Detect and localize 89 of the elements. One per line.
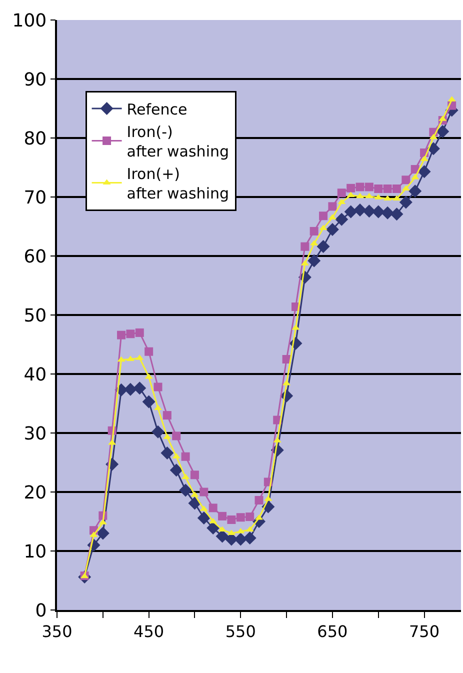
- point: [227, 515, 236, 524]
- point: [117, 356, 126, 362]
- point: [246, 526, 254, 532]
- legend-label: Iron(+) after washing: [126, 164, 230, 202]
- point: [362, 204, 376, 218]
- point: [126, 330, 135, 338]
- y-tick-label: 70: [24, 187, 47, 208]
- point: [133, 382, 146, 395]
- point: [365, 192, 374, 198]
- x-tick-label: 650: [317, 622, 348, 641]
- point: [152, 425, 164, 438]
- point: [218, 512, 227, 520]
- point: [181, 452, 190, 461]
- y-tick-label: 30: [24, 423, 47, 444]
- point: [124, 382, 137, 396]
- point: [319, 212, 328, 220]
- y-tick-label: 80: [24, 128, 47, 150]
- point: [328, 202, 337, 211]
- point: [254, 496, 264, 505]
- point: [374, 184, 383, 193]
- point: [436, 125, 450, 138]
- point: [402, 176, 410, 184]
- point: [227, 530, 236, 536]
- point: [319, 224, 328, 230]
- point: [346, 184, 356, 192]
- x-tick-label: 350: [42, 622, 72, 641]
- y-tick-label: 50: [24, 305, 47, 326]
- y-tick-label: 40: [24, 364, 47, 386]
- point: [354, 203, 366, 216]
- point: [384, 195, 392, 201]
- point: [429, 134, 438, 140]
- point: [399, 196, 412, 209]
- point: [308, 254, 321, 268]
- point: [216, 530, 229, 543]
- point: [135, 328, 144, 337]
- point: [246, 512, 254, 522]
- point: [392, 195, 401, 201]
- point: [300, 242, 310, 251]
- point: [160, 446, 174, 460]
- point: [390, 208, 404, 221]
- y-tick-label: 10: [24, 541, 47, 562]
- y-tick-label: 90: [24, 69, 47, 90]
- point: [383, 184, 392, 193]
- point: [190, 470, 199, 480]
- y-tick-label: 0: [35, 600, 47, 622]
- point: [208, 504, 218, 512]
- y-tick-label: 20: [24, 482, 47, 504]
- point: [418, 165, 431, 178]
- legend-label: Iron(-) after washing: [126, 122, 230, 160]
- point: [292, 324, 300, 330]
- point: [200, 488, 208, 496]
- point: [218, 526, 226, 532]
- point: [408, 184, 422, 198]
- point: [344, 205, 358, 218]
- point: [392, 184, 401, 193]
- point: [142, 395, 156, 408]
- point: [356, 182, 364, 192]
- x-tick-label: 750: [408, 622, 440, 641]
- point: [188, 496, 202, 510]
- point: [372, 205, 385, 218]
- point: [381, 206, 394, 220]
- y-tick-label: 100: [12, 10, 47, 32]
- point: [96, 526, 110, 540]
- y-tick-label: 60: [24, 246, 47, 268]
- legend-label: Refence: [126, 100, 188, 118]
- point: [172, 432, 181, 440]
- point: [335, 212, 348, 226]
- point: [162, 411, 172, 420]
- point: [338, 198, 346, 204]
- point: [190, 491, 199, 497]
- point: [364, 182, 374, 192]
- point: [144, 347, 154, 356]
- point: [282, 380, 291, 386]
- point: [316, 240, 330, 254]
- x-tick-label: 450: [134, 622, 164, 641]
- point: [154, 382, 162, 392]
- point: [234, 532, 248, 546]
- point: [206, 521, 220, 534]
- point: [337, 188, 346, 198]
- point: [310, 226, 318, 236]
- point: [170, 464, 183, 477]
- point: [326, 222, 339, 236]
- point: [236, 513, 245, 522]
- point: [179, 484, 192, 497]
- point: [243, 532, 256, 545]
- point: [144, 373, 153, 379]
- point: [117, 330, 126, 340]
- point: [197, 511, 210, 524]
- x-tick-label: 550: [225, 622, 256, 641]
